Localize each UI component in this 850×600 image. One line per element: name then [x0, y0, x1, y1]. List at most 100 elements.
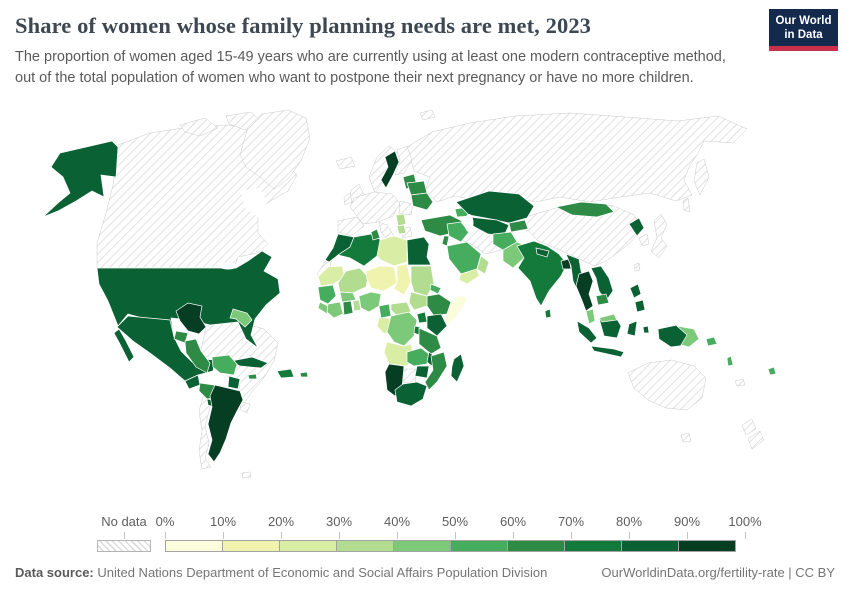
region-usa[interactable] [96, 250, 281, 349]
region-colombia[interactable] [175, 302, 207, 335]
region-serbia[interactable] [395, 213, 407, 227]
region-new-zealand-south[interactable] [747, 430, 765, 450]
region-papua-new-guinea[interactable] [675, 325, 700, 348]
region-ivory-coast[interactable] [326, 301, 344, 319]
region-vanuatu[interactable] [726, 355, 734, 367]
legend-swatch[interactable] [165, 540, 223, 552]
region-tasmania[interactable] [680, 432, 692, 443]
legend-swatch[interactable] [279, 540, 337, 552]
region-svalbard[interactable] [419, 109, 436, 121]
owid-logo[interactable]: Our World in Data [769, 9, 838, 51]
region-sulawesi[interactable] [626, 320, 638, 337]
region-argentina[interactable] [207, 384, 244, 463]
region-botswana[interactable] [402, 368, 418, 385]
region-libya[interactable] [376, 235, 408, 267]
region-albania-macedonia[interactable] [396, 224, 407, 235]
footer-link[interactable]: OurWorldinData.org/fertility-rate | CC B… [601, 565, 835, 580]
region-romania-bulgaria[interactable] [398, 200, 414, 216]
legend-swatch[interactable] [393, 540, 451, 552]
legend-swatch[interactable] [336, 540, 394, 552]
region-eritrea[interactable] [429, 283, 442, 295]
region-new-zealand-north[interactable] [741, 418, 757, 436]
region-malaysia-borneo[interactable] [598, 313, 618, 323]
region-senegal-guinea[interactable] [317, 284, 337, 305]
region-sweden[interactable] [380, 150, 400, 189]
region-nepal[interactable] [535, 247, 550, 258]
region-falkland-islands[interactable] [241, 471, 252, 479]
region-yemen[interactable] [458, 268, 480, 285]
region-kazakhstan[interactable] [455, 190, 535, 224]
region-sumatra[interactable] [576, 320, 598, 344]
region-mozambique[interactable] [424, 351, 448, 391]
legend-swatch[interactable] [678, 540, 736, 552]
region-kamchatka[interactable] [693, 158, 710, 196]
region-china[interactable] [512, 203, 643, 267]
legend-swatch[interactable] [450, 540, 508, 552]
region-central-europe[interactable] [349, 191, 401, 225]
region-puerto-rico[interactable] [299, 371, 309, 378]
region-chile[interactable] [198, 391, 214, 470]
region-benin-togo[interactable] [352, 299, 362, 312]
region-madagascar[interactable] [450, 353, 465, 383]
region-hispaniola[interactable] [276, 368, 295, 379]
region-laos-vietnam[interactable] [590, 265, 614, 302]
region-jamaica[interactable] [247, 373, 258, 380]
region-bangladesh[interactable] [560, 258, 572, 270]
region-syria-iraq[interactable] [446, 221, 470, 243]
region-north-korea[interactable] [628, 217, 645, 237]
region-thailand[interactable] [575, 270, 594, 312]
region-israel-jordan[interactable] [441, 235, 450, 247]
region-japan[interactable] [650, 213, 668, 259]
region-philippines-north[interactable] [629, 283, 642, 299]
region-moluccas[interactable] [642, 325, 650, 334]
region-mongolia[interactable] [554, 201, 615, 218]
legend-swatch[interactable] [222, 540, 280, 552]
region-finland[interactable] [394, 145, 413, 176]
legend-no-data-swatch[interactable] [97, 540, 151, 552]
region-sri-lanka[interactable] [544, 308, 552, 319]
region-tunisia[interactable] [370, 228, 381, 241]
region-oman[interactable] [476, 255, 490, 275]
region-kyrgyzstan-tajikistan[interactable] [508, 219, 529, 233]
region-south-sudan[interactable] [408, 291, 428, 311]
region-iberia[interactable] [337, 216, 365, 237]
region-sakhalin[interactable] [682, 197, 691, 213]
region-baja-california[interactable] [113, 328, 135, 363]
region-belarus[interactable] [406, 180, 428, 196]
legend-swatch[interactable] [564, 540, 622, 552]
region-russia[interactable] [406, 112, 748, 203]
region-taiwan[interactable] [633, 262, 641, 272]
region-bolivia[interactable] [211, 354, 238, 376]
region-somalia[interactable] [444, 294, 468, 327]
region-south-korea[interactable] [638, 233, 650, 247]
region-iceland[interactable] [335, 156, 356, 170]
region-sudan[interactable] [410, 265, 435, 297]
region-zambia[interactable] [406, 347, 430, 367]
region-chad[interactable] [393, 263, 412, 296]
region-cuba[interactable] [229, 356, 269, 369]
region-egypt[interactable] [406, 236, 432, 266]
region-new-caledonia[interactable] [734, 378, 746, 387]
region-java[interactable] [590, 345, 625, 358]
region-malaysia-peninsula[interactable] [585, 308, 596, 325]
legend-swatch[interactable] [621, 540, 679, 552]
region-uganda[interactable] [416, 311, 428, 324]
region-ukraine[interactable] [410, 192, 434, 211]
region-peru[interactable] [184, 338, 211, 374]
region-burkina-faso[interactable] [339, 291, 357, 303]
region-uruguay[interactable] [239, 401, 251, 414]
region-india[interactable] [516, 240, 568, 307]
region-cameroon[interactable] [378, 303, 392, 319]
region-alaska[interactable] [42, 140, 119, 218]
region-greenland[interactable] [239, 109, 311, 190]
region-drc[interactable] [386, 311, 418, 347]
region-arctic-islands-1[interactable] [179, 117, 219, 137]
region-zimbabwe[interactable] [414, 365, 430, 379]
region-ghana[interactable] [342, 300, 354, 316]
legend-swatch[interactable] [507, 540, 565, 552]
region-kenya[interactable] [426, 313, 448, 337]
region-tanzania[interactable] [418, 327, 442, 355]
region-solomon-islands[interactable] [705, 336, 718, 347]
region-guyanas[interactable] [229, 308, 253, 328]
region-sierra-leone-liberia[interactable] [317, 301, 329, 315]
